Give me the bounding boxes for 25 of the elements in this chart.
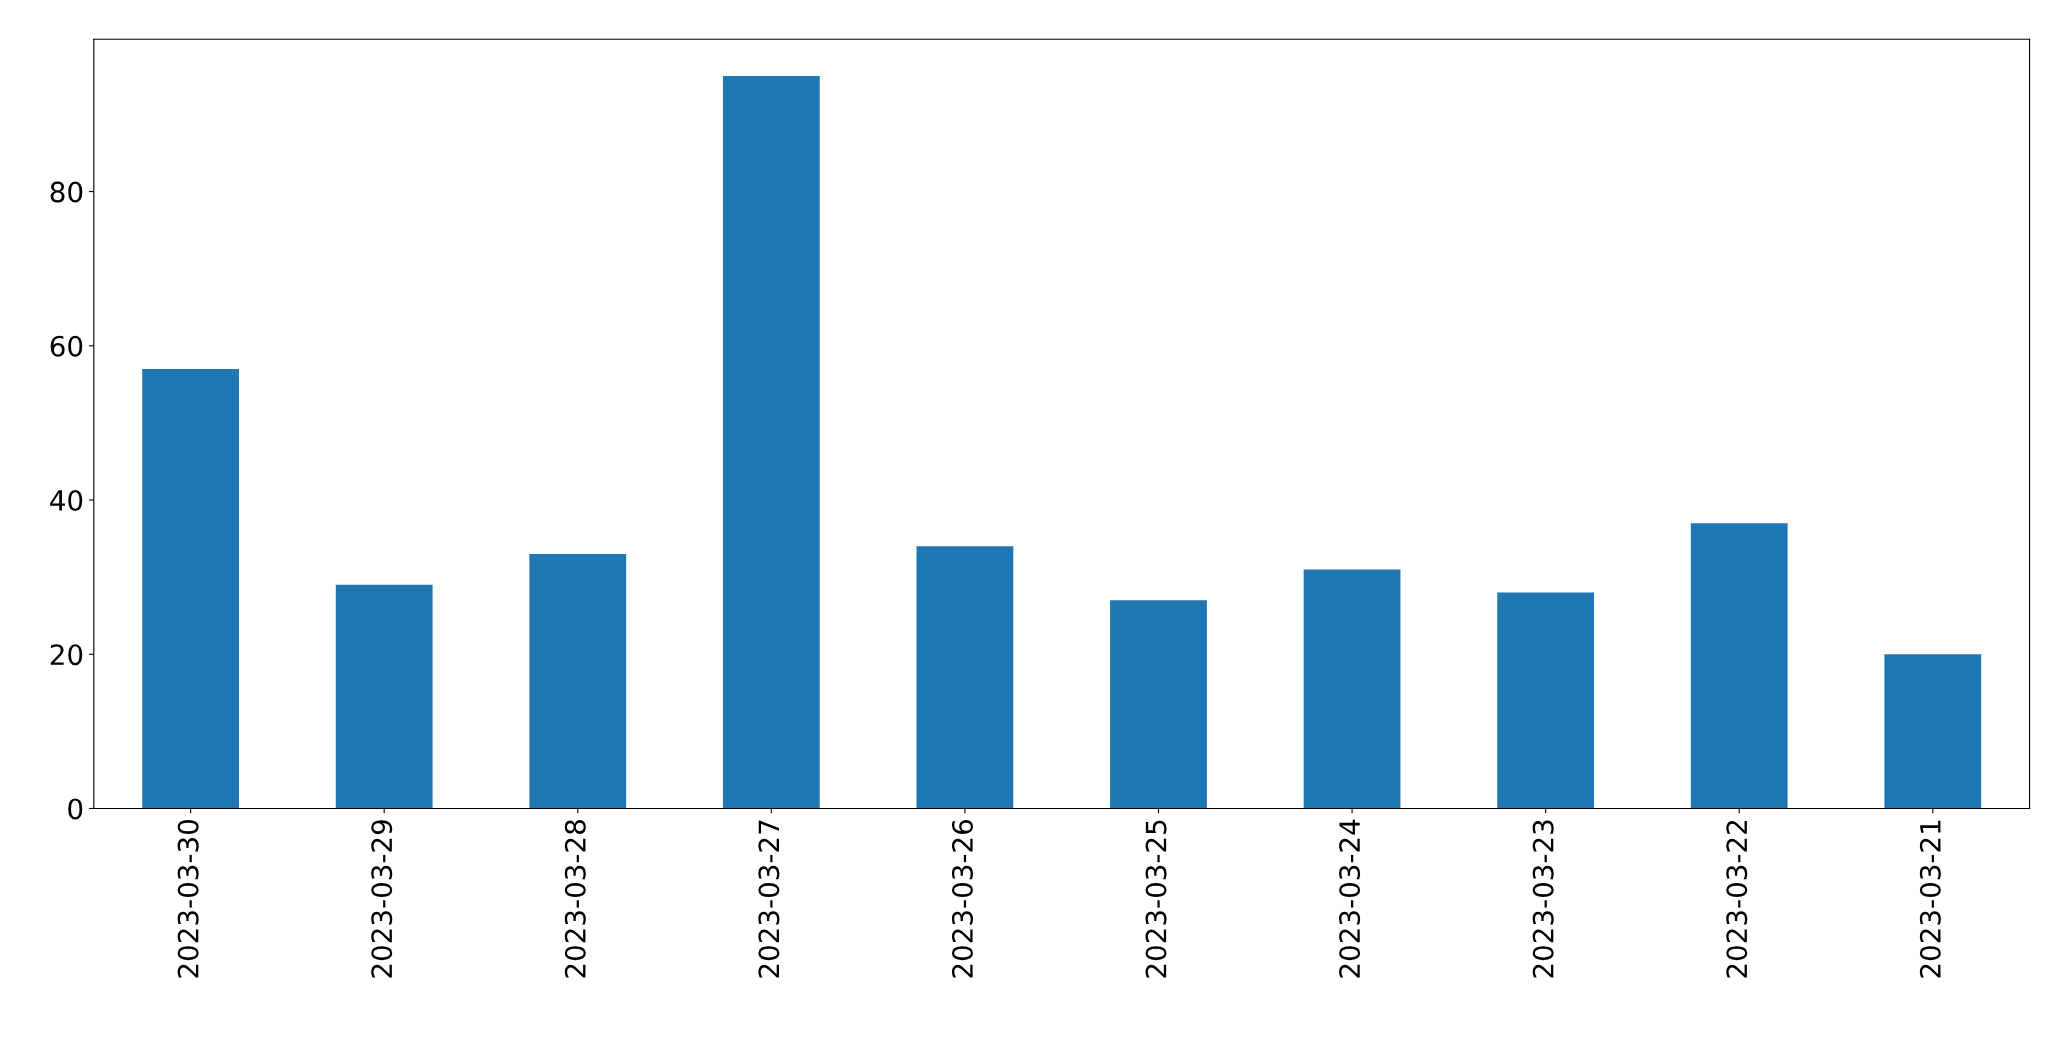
x-tick-label: 2023-03-25 (1145, 820, 1167, 978)
bar (1884, 654, 1982, 809)
x-tick-label: 2023-03-22 (1726, 820, 1748, 978)
bar (529, 554, 627, 809)
x-tick-label: 2023-03-29 (371, 820, 393, 978)
y-tick-label: 0 (68, 798, 83, 820)
bar (722, 75, 820, 809)
y-tick-label: 40 (50, 489, 83, 511)
bar (916, 546, 1014, 809)
bar (1303, 569, 1401, 809)
bar (1690, 523, 1788, 809)
x-tick-label: 2023-03-21 (1919, 820, 1941, 978)
y-tick-label: 60 (50, 335, 83, 357)
x-tick-label: 2023-03-23 (1532, 820, 1554, 978)
x-tick-label: 2023-03-28 (564, 820, 586, 978)
y-tick-label: 80 (50, 181, 83, 203)
x-tick-label: 2023-03-26 (951, 819, 973, 978)
x-tick-label: 2023-03-24 (1339, 819, 1361, 978)
y-tick-label: 20 (50, 644, 83, 666)
bar (1110, 600, 1207, 809)
x-tick-label: 2023-03-30 (177, 820, 199, 978)
bar (142, 368, 239, 809)
x-tick-label: 2023-03-27 (758, 820, 780, 978)
bar (335, 584, 433, 809)
bar (1497, 592, 1595, 809)
